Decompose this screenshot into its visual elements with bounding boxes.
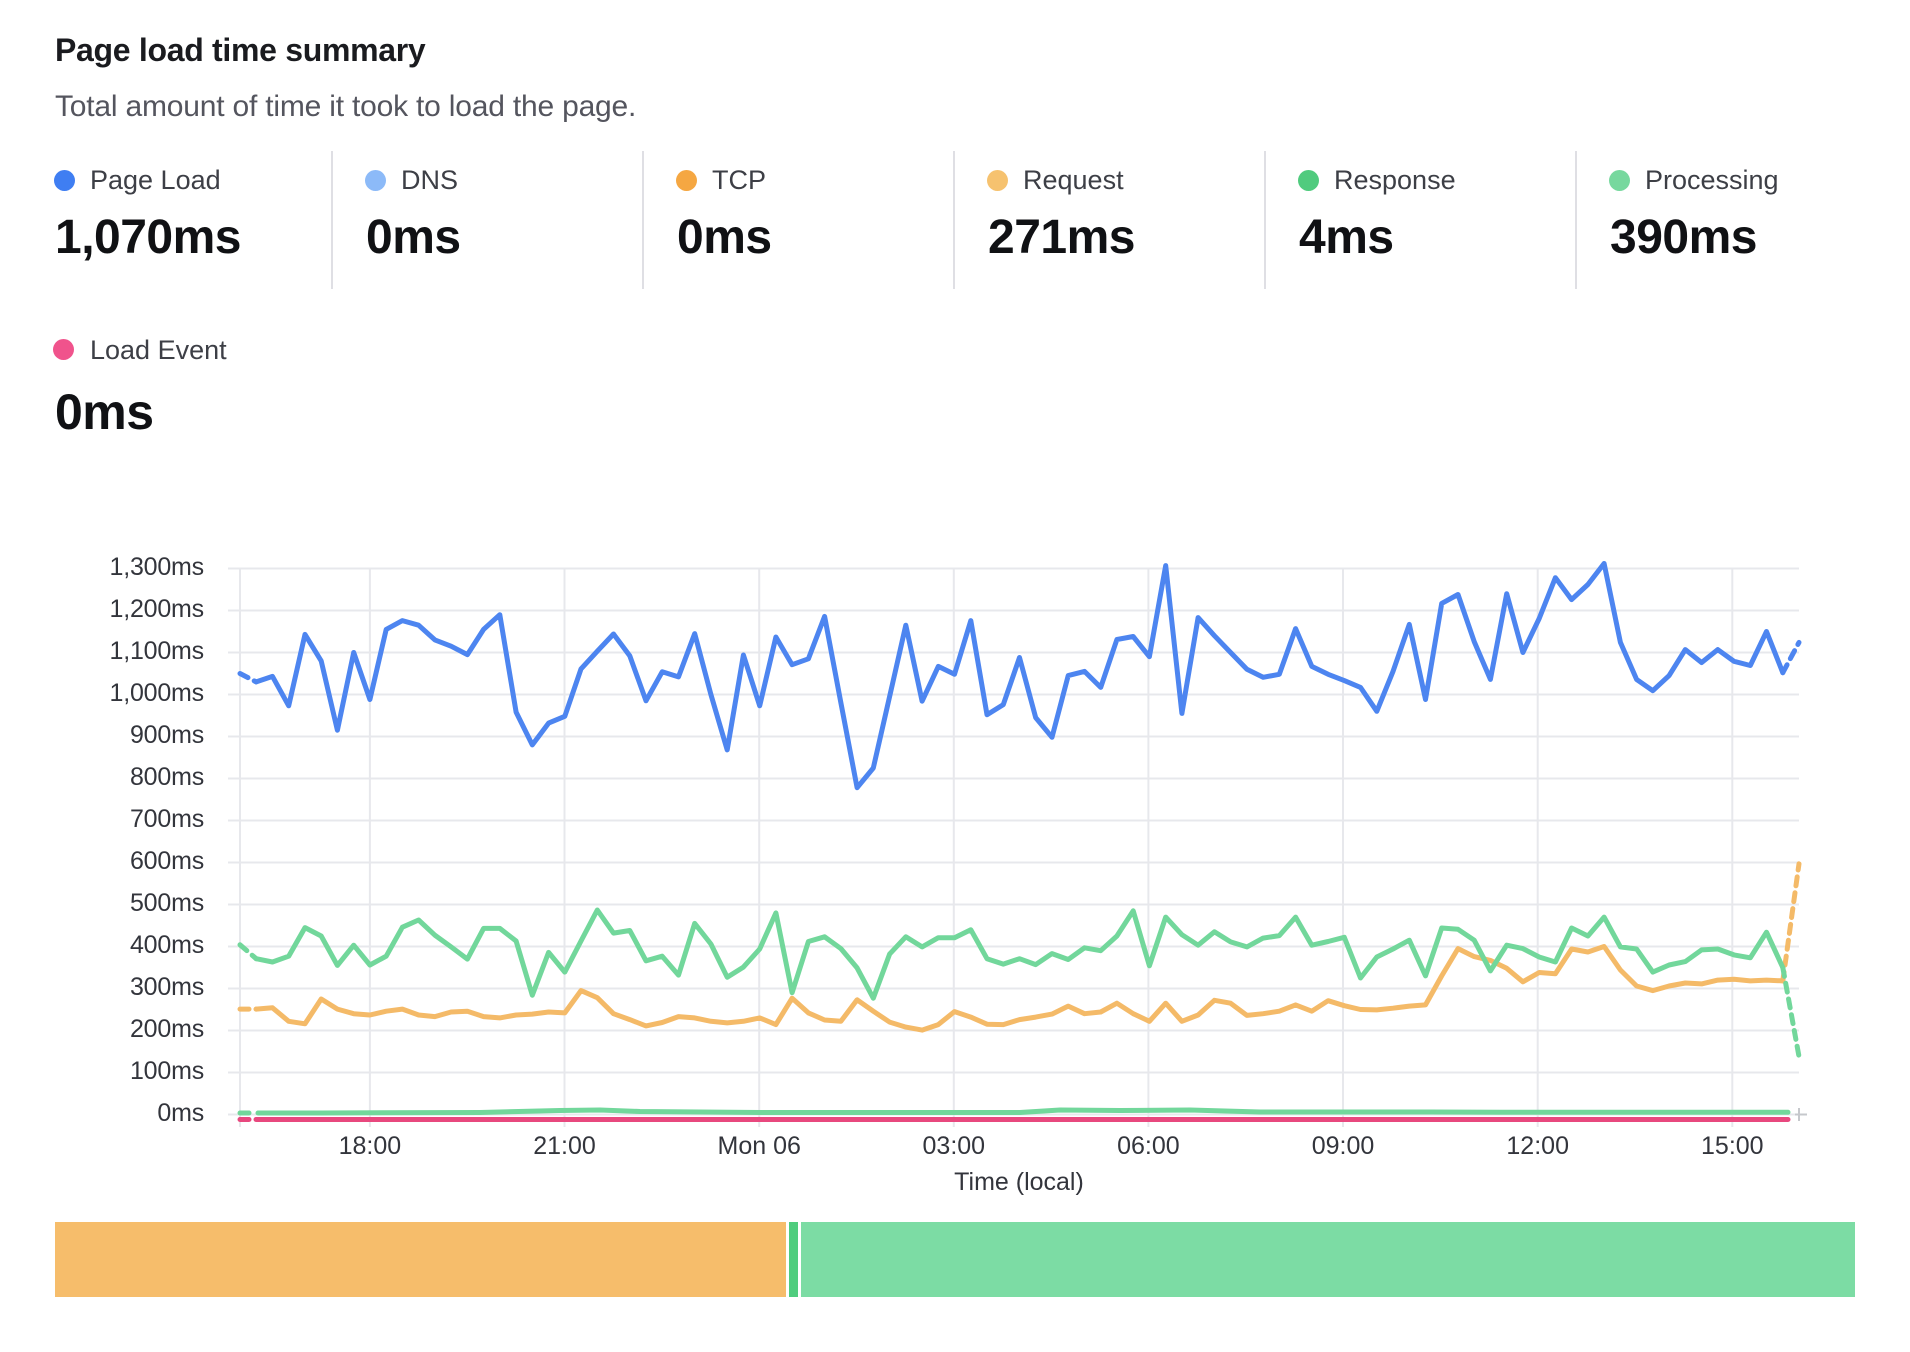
svg-text:03:00: 03:00 [923, 1132, 986, 1160]
svg-text:1,300ms: 1,300ms [110, 553, 205, 581]
svg-text:Mon 06: Mon 06 [718, 1132, 801, 1160]
svg-text:0ms: 0ms [157, 1099, 204, 1127]
svg-text:1,100ms: 1,100ms [110, 637, 205, 665]
svg-text:700ms: 700ms [130, 805, 204, 833]
svg-text:18:00: 18:00 [339, 1132, 402, 1160]
svg-text:300ms: 300ms [130, 973, 204, 1001]
svg-text:21:00: 21:00 [533, 1132, 596, 1160]
svg-text:09:00: 09:00 [1312, 1132, 1375, 1160]
svg-text:1,200ms: 1,200ms [110, 595, 205, 623]
svg-text:100ms: 100ms [130, 1057, 204, 1085]
svg-text:400ms: 400ms [130, 931, 204, 959]
svg-text:Time (local): Time (local) [954, 1168, 1084, 1196]
svg-text:15:00: 15:00 [1701, 1132, 1764, 1160]
svg-text:12:00: 12:00 [1506, 1132, 1569, 1160]
svg-text:500ms: 500ms [130, 889, 204, 917]
svg-text:200ms: 200ms [130, 1015, 204, 1043]
svg-text:600ms: 600ms [130, 847, 204, 875]
svg-text:800ms: 800ms [130, 763, 204, 791]
svg-text:900ms: 900ms [130, 721, 204, 749]
svg-text:06:00: 06:00 [1117, 1132, 1180, 1160]
svg-text:1,000ms: 1,000ms [110, 679, 205, 707]
